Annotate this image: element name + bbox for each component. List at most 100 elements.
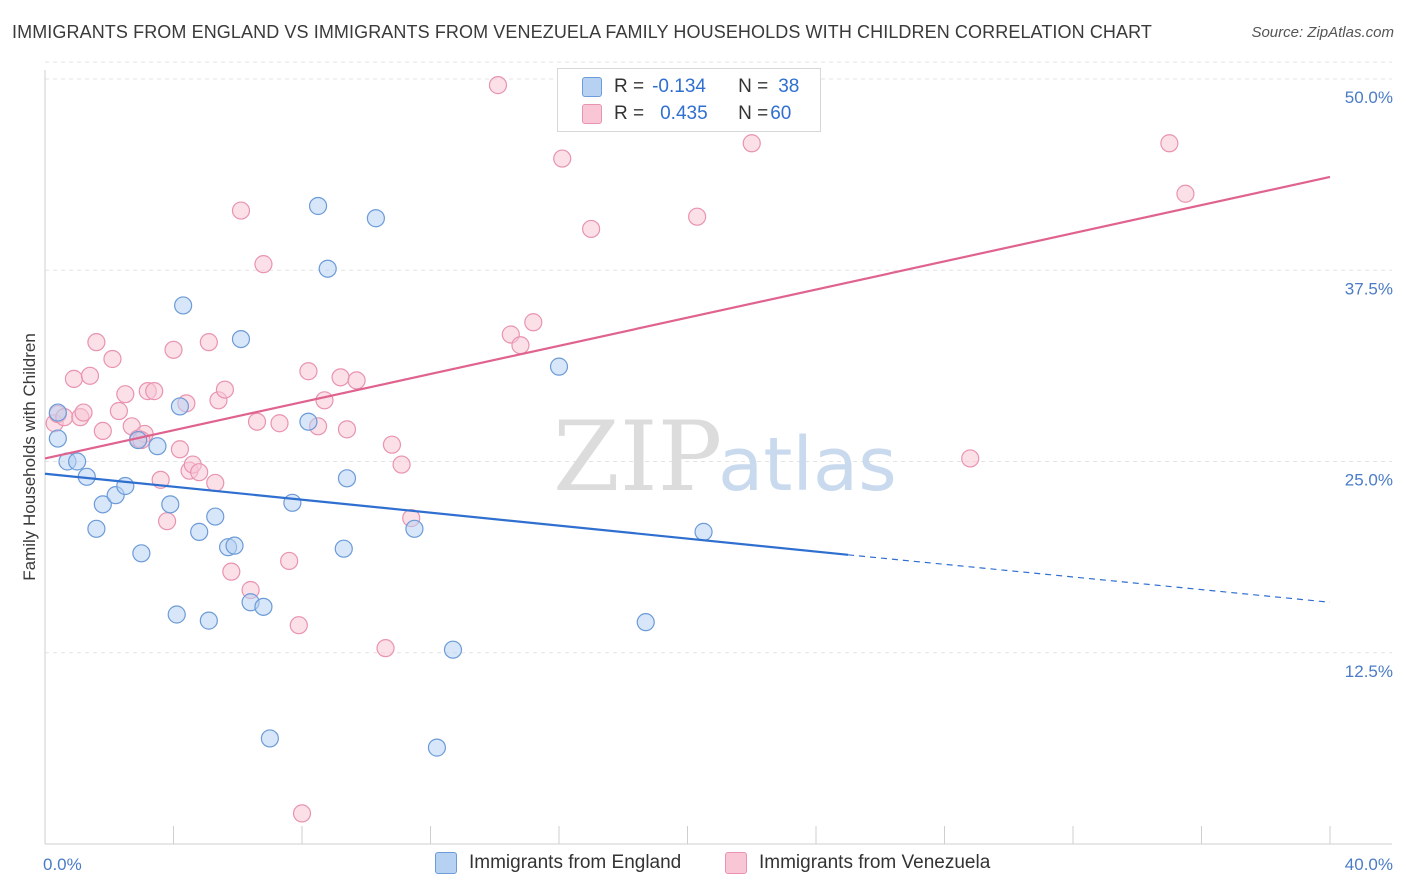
england-r-value: -0.134: [652, 76, 706, 97]
england-point: [549, 357, 569, 376]
england-point: [283, 493, 302, 512]
venezuela-point: [116, 385, 135, 404]
venezuela-point: [64, 369, 84, 388]
venezuela-point: [392, 455, 411, 474]
y-tick-label: 37.5%: [1345, 279, 1393, 298]
england-point: [225, 536, 244, 555]
venezuela-point: [1176, 184, 1195, 203]
venezuela-point: [87, 333, 106, 352]
venezuela-point: [524, 313, 543, 332]
venezuela-point: [553, 149, 572, 168]
venezuela-point: [206, 473, 225, 493]
venezuela-point: [103, 349, 122, 369]
venezuela-point: [164, 340, 183, 359]
england-point: [308, 196, 328, 216]
venezuela-point: [190, 463, 209, 482]
venezuela-point: [1160, 134, 1179, 153]
y-tick-label: 25.0%: [1345, 471, 1393, 490]
venezuela-point: [331, 368, 350, 387]
legend-item-venezuela: Immigrants from Venezuela: [725, 852, 990, 874]
venezuela-point: [299, 362, 318, 381]
venezuela-point: [247, 412, 267, 431]
legend-england-label: Immigrants from England: [469, 852, 682, 873]
venezuela-swatch: [582, 104, 602, 124]
trend-lines: [44, 175, 1331, 603]
legend-row-england: R = -0.134 N = 38: [582, 75, 799, 99]
england-point: [87, 519, 106, 538]
venezuela-point: [337, 420, 357, 439]
grid-lines: [45, 61, 1392, 654]
venezuela-point: [289, 616, 308, 635]
england-swatch: [582, 77, 602, 97]
venezuela-point: [231, 201, 251, 220]
england-trend-extension: [848, 554, 1331, 603]
england-point: [337, 469, 357, 488]
venezuela-point: [376, 639, 395, 658]
venezuela-point: [215, 380, 234, 399]
england-point: [148, 437, 167, 456]
england-point: [254, 597, 273, 616]
chart-title: IMMIGRANTS FROM ENGLAND VS IMMIGRANTS FR…: [12, 22, 1152, 42]
y-tick-label: 50.0%: [1345, 88, 1393, 107]
england-point: [405, 519, 424, 538]
watermark-atlas: atlas: [718, 422, 897, 508]
watermark: ZIP atlas: [553, 401, 897, 513]
venezuela-point: [582, 219, 601, 239]
venezuela-point: [270, 414, 289, 433]
watermark-zip: ZIP: [553, 401, 722, 513]
series-england-points: [48, 196, 713, 757]
venezuela-point: [199, 333, 218, 352]
england-point: [132, 544, 151, 563]
venezuela-point: [157, 512, 177, 531]
england-point: [167, 605, 186, 624]
venezuela-point: [280, 551, 299, 571]
venezuela-point: [170, 440, 190, 459]
venezuela-r-label: R =: [614, 103, 645, 124]
england-point: [694, 522, 713, 541]
legend-row-venezuela: R = 0.435 N = 60: [582, 102, 791, 126]
x-axis-ticks: [44, 826, 1331, 844]
england-point: [260, 729, 279, 748]
venezuela-n-label: N =: [738, 103, 769, 124]
venezuela-point: [961, 449, 980, 468]
legend-venezuela-label: Immigrants from Venezuela: [759, 852, 991, 873]
england-point: [48, 429, 67, 448]
england-point: [161, 495, 180, 514]
venezuela-trend-line: [44, 175, 1331, 460]
england-point: [68, 452, 87, 471]
england-point: [174, 296, 193, 315]
axes: [44, 70, 1392, 845]
england-point: [116, 476, 135, 496]
venezuela-n-value: 60: [770, 103, 792, 124]
venezuela-point: [74, 403, 93, 422]
england-point: [199, 611, 218, 630]
x-tick-label-max: 40.0%: [1345, 855, 1393, 874]
england-point: [93, 495, 112, 514]
england-trend-line: [44, 472, 849, 556]
england-point: [334, 539, 353, 558]
venezuela-point: [222, 562, 241, 581]
series-legend: Immigrants from England Immigrants from …: [0, 852, 1406, 878]
venezuela-point: [292, 804, 312, 823]
venezuela-point: [145, 382, 164, 401]
england-point: [190, 522, 209, 541]
y-tick-label: 12.5%: [1345, 662, 1393, 681]
legend-venezuela-swatch: [725, 852, 747, 874]
venezuela-point: [93, 421, 112, 440]
england-point: [299, 412, 318, 431]
venezuela-point: [347, 371, 366, 390]
england-point: [48, 403, 67, 422]
england-point: [366, 209, 385, 228]
venezuela-r-value: 0.435: [660, 103, 708, 124]
venezuela-point: [315, 391, 334, 410]
england-point: [318, 259, 337, 278]
venezuela-point: [80, 366, 100, 385]
stats-legend: R = -0.134 N = 38 R = 0.435 N = 60: [557, 68, 821, 132]
england-point: [170, 397, 190, 416]
england-point: [443, 640, 463, 659]
y-axis-label: Family Households with Children: [20, 333, 39, 581]
legend-england-swatch: [435, 852, 457, 874]
england-point: [427, 738, 447, 757]
y-axis-tick-labels: 12.5% 25.0% 37.5% 50.0%: [1345, 88, 1393, 681]
